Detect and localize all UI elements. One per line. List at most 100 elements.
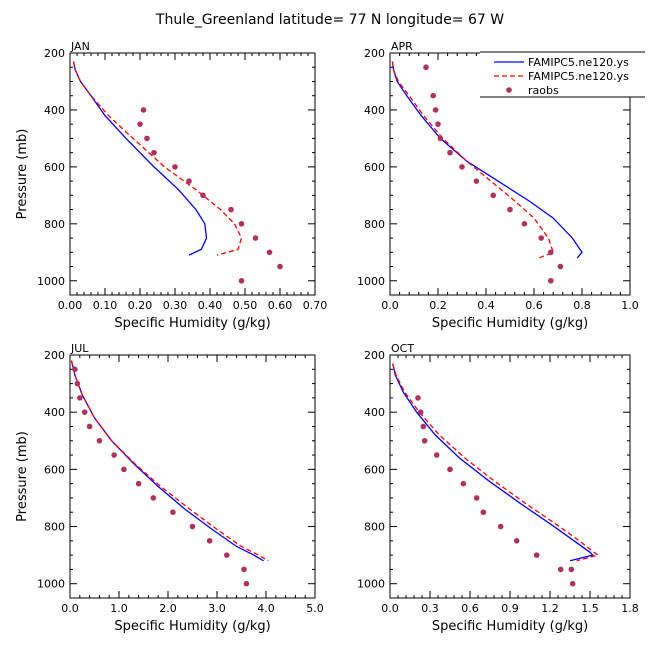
x-tick-label: 0.6	[461, 602, 479, 615]
raob-point	[548, 277, 554, 284]
raob-point	[480, 509, 487, 516]
y-tick-label: 200	[364, 47, 385, 60]
raob-point	[459, 164, 465, 170]
y-tick-label: 200	[364, 349, 385, 362]
raob-point	[430, 92, 437, 99]
raob-point	[151, 149, 157, 156]
legend-dot	[506, 87, 512, 93]
series-model-dashed	[392, 363, 600, 562]
series-model-solid	[391, 61, 583, 259]
legend-label: raobs	[528, 84, 559, 97]
raob-point	[557, 263, 564, 270]
x-tick-label: 1.0	[621, 299, 639, 312]
raob-point	[150, 495, 157, 501]
raob-point	[228, 206, 234, 213]
series-raobs	[137, 107, 283, 284]
raob-point	[447, 466, 453, 473]
y-tick-label: 600	[44, 463, 65, 476]
x-tick-label: 0.8	[573, 299, 591, 312]
y-tick-label: 600	[44, 161, 65, 174]
raob-point	[521, 221, 528, 227]
panel-jul: JUL 0.0 1.0 2.0 3.0 4.0 5.0 200 400 600 800 1000 Spe…	[15, 342, 324, 634]
x-tick-label: 0.4	[477, 299, 495, 312]
x-axis-label: Specific Humidity (g/kg)	[432, 619, 588, 634]
series-model-dashed	[70, 360, 269, 562]
x-tick-label: 0.0	[381, 299, 399, 312]
raob-point	[513, 538, 520, 544]
raob-point	[473, 178, 480, 184]
raob-point	[81, 409, 88, 415]
y-tick-label: 400	[364, 406, 385, 419]
y-tick-label: 600	[364, 463, 385, 476]
legend-label: FAMIPC5.ne120.ys	[528, 56, 629, 69]
y-tick-label: 800	[364, 218, 385, 231]
plot-frame	[69, 52, 316, 296]
raob-point	[569, 580, 576, 587]
raob-point	[538, 235, 544, 241]
x-tick-label: 1.0	[110, 602, 128, 615]
y-tick-label: 200	[44, 47, 65, 60]
raob-point	[568, 566, 575, 573]
y-tick-label: 800	[44, 218, 65, 231]
raob-point	[435, 121, 441, 127]
raob-point	[421, 437, 428, 444]
raob-point	[86, 423, 93, 430]
raob-point	[96, 437, 103, 444]
panel-apr: APR 0.0 0.2 0.4 0.6 0.8 1.0 200 400 600 800 1000 Spe…	[357, 40, 639, 331]
panel-oct: OCT 0.0 0.3 0.6 0.9 1.2 1.5 1.8 200 400 600 800 1000…	[357, 342, 639, 634]
panels: JAN 0.00 0.10 0.20 0.30 0.40 0.50 0.60 0.70 200 40…	[15, 40, 639, 634]
raob-point	[189, 523, 196, 530]
raob-point	[433, 452, 440, 458]
x-tick-label: 2.0	[159, 602, 177, 615]
plot-frame	[69, 354, 316, 599]
raob-point	[473, 495, 480, 501]
legend-label: FAMIPC5.ne120.ys	[528, 70, 629, 83]
y-tick-label: 400	[364, 104, 385, 117]
figure-title: Thule_Greenland latitude= 77 N longitude…	[155, 12, 504, 28]
x-tick-label: 0.50	[233, 299, 258, 312]
raob-point	[170, 509, 176, 516]
y-axis-label: Pressure (mb)	[15, 431, 30, 522]
x-axis-label: Specific Humidity (g/kg)	[114, 619, 270, 634]
raob-point	[238, 221, 245, 227]
raob-point	[74, 380, 81, 387]
x-tick-label: 1.8	[621, 602, 639, 615]
raob-point	[548, 249, 554, 256]
x-tick-label: 3.0	[208, 602, 226, 615]
y-tick-label: 400	[44, 104, 65, 117]
x-tick-label: 0.60	[268, 299, 293, 312]
series-model-solid	[72, 61, 208, 256]
x-tick-label: 1.5	[581, 602, 599, 615]
panel-jan: JAN 0.00 0.10 0.20 0.30 0.40 0.50 0.60 0.70 200 40…	[15, 40, 327, 331]
raob-point	[186, 178, 192, 184]
x-tick-label: 0.6	[525, 299, 543, 312]
raob-point	[497, 523, 504, 530]
raob-point	[200, 192, 206, 199]
x-axis-label: Specific Humidity (g/kg)	[114, 316, 270, 331]
series-model-solid	[392, 363, 594, 562]
x-tick-label: 0.30	[163, 299, 188, 312]
raob-point	[77, 395, 83, 401]
x-tick-label: 0.00	[58, 299, 83, 312]
raob-point	[243, 580, 250, 587]
y-axis-label: Pressure (mb)	[15, 129, 30, 220]
y-tick-label: 400	[44, 406, 65, 419]
raob-point	[423, 64, 429, 71]
y-tick-label: 1000	[37, 275, 65, 288]
x-tick-label: 4.0	[257, 602, 275, 615]
x-tick-label: 0.9	[501, 602, 519, 615]
y-tick-label: 1000	[37, 578, 65, 591]
x-tick-label: 0.70	[303, 299, 328, 312]
raob-point	[447, 149, 453, 156]
series-raobs	[423, 64, 564, 284]
raob-point	[72, 366, 78, 373]
y-tick-label: 1000	[357, 275, 385, 288]
raob-point	[121, 466, 127, 473]
raob-point	[135, 480, 142, 487]
series-model-dashed	[72, 61, 243, 256]
raob-point	[137, 121, 143, 127]
series-raobs	[72, 366, 250, 587]
raob-point	[557, 566, 564, 573]
